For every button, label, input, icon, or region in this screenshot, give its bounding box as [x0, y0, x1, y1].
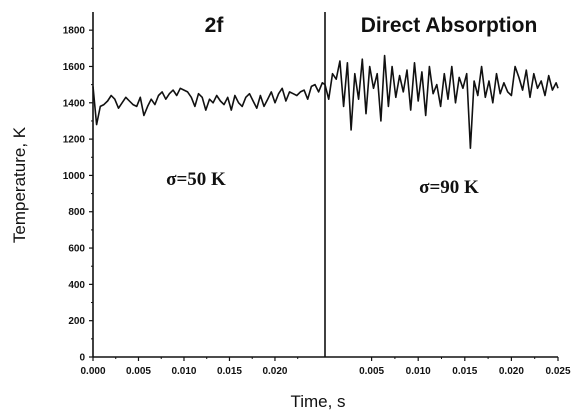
y-tick-label: 1400	[63, 98, 86, 109]
y-axis-title: Temperature, K	[10, 126, 29, 243]
x-tick-label: 0.015	[217, 366, 242, 377]
y-tick-label: 1600	[63, 62, 86, 73]
series-line-panel-1	[92, 82, 326, 126]
x-tick-label: 0.025	[545, 366, 570, 377]
plot-layer	[92, 12, 559, 358]
panel-title-direct-absorption: Direct Absorption	[361, 14, 538, 37]
y-tick-label: 200	[68, 316, 85, 327]
sigma-annotation-direct-absorption: σ=90 K	[419, 177, 479, 198]
x-tick-label: 0.015	[452, 366, 477, 377]
y-tick-label: 400	[68, 280, 85, 291]
y-tick-label: 1800	[63, 26, 86, 37]
x-tick-label: 0.005	[359, 366, 384, 377]
x-tick-label: 0.005	[126, 366, 151, 377]
y-tick-label: 1000	[63, 171, 86, 182]
sigma-annotation-2f: σ=50 K	[166, 169, 226, 190]
labels-layer: 2f Direct Absorption σ=50 K σ=90 K Time,…	[10, 14, 537, 411]
panel-title-2f: 2f	[205, 14, 225, 37]
x-tick-label: 0.020	[499, 366, 524, 377]
y-tick-label: 800	[68, 207, 85, 218]
x-tick-label: 0.000	[80, 366, 105, 377]
ticks-layer: 0 200 400 600 800 1000 1200 1400 1600 1800 0.000 0.…	[63, 26, 571, 377]
x-tick-label: 0.010	[406, 366, 431, 377]
x-axis-title: Time, s	[290, 392, 345, 411]
y-tick-label: 600	[68, 244, 85, 255]
x-tick-label: 0.020	[262, 366, 287, 377]
x-tick-label: 0.010	[171, 366, 196, 377]
y-tick-label: 0	[79, 353, 85, 364]
series-line-panel-2	[324, 54, 559, 149]
y-tick-label: 1200	[63, 135, 86, 146]
